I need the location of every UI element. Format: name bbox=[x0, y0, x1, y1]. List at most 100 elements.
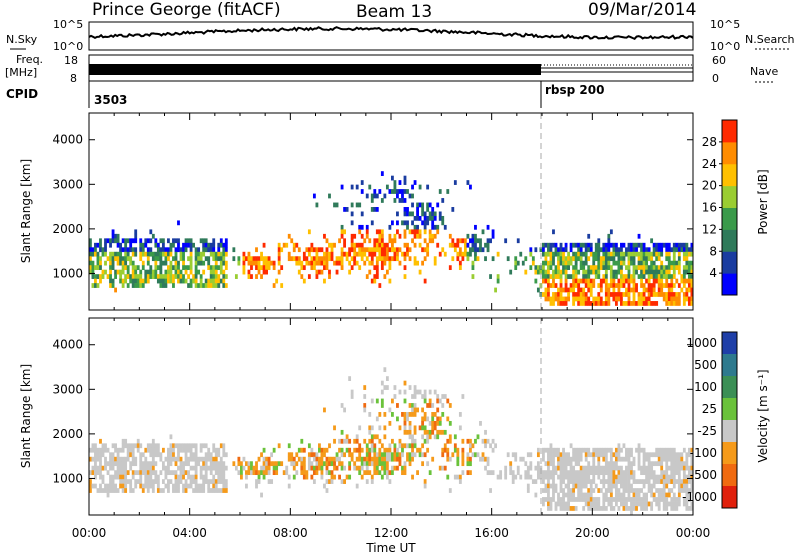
heatmap-cell bbox=[204, 238, 208, 244]
heatmap-cell bbox=[219, 443, 223, 449]
heatmap-cell bbox=[189, 465, 193, 471]
heatmap-cell bbox=[202, 251, 206, 257]
heatmap-cell bbox=[474, 238, 477, 244]
heatmap-cell bbox=[312, 479, 316, 484]
heatmap-cell bbox=[672, 265, 676, 271]
heatmap-cell bbox=[471, 242, 475, 248]
heatmap-cell bbox=[489, 274, 492, 279]
heatmap-cell bbox=[242, 456, 246, 462]
heatmap-cell bbox=[640, 301, 643, 306]
heatmap-cell bbox=[358, 242, 362, 248]
heatmap-cell bbox=[647, 461, 651, 467]
heatmap-cell bbox=[391, 238, 394, 244]
heatmap-cell bbox=[156, 274, 160, 279]
heatmap-cell bbox=[161, 242, 165, 248]
heatmap-cell bbox=[380, 251, 384, 257]
heatmap-cell bbox=[91, 265, 95, 271]
heatmap-cell bbox=[436, 394, 440, 399]
heatmap-cell bbox=[255, 274, 258, 279]
heatmap-cell bbox=[174, 461, 178, 467]
heatmap-cell bbox=[572, 242, 576, 248]
heatmap-cell bbox=[655, 497, 659, 502]
heatmap-cell bbox=[297, 260, 301, 266]
heatmap-cell bbox=[375, 398, 379, 404]
heatmap-cell bbox=[328, 443, 331, 449]
heatmap-cell bbox=[564, 274, 568, 279]
heatmap-cell bbox=[574, 447, 578, 453]
heatmap-cell bbox=[380, 465, 384, 471]
heatmap-cell bbox=[325, 465, 329, 471]
heatmap-cell bbox=[647, 274, 651, 279]
heatmap-cell bbox=[607, 474, 611, 480]
heatmap-cell bbox=[383, 465, 387, 471]
heatmap-cell bbox=[569, 274, 573, 279]
heatmap-cell bbox=[552, 274, 555, 279]
heatmap-cell bbox=[109, 269, 112, 275]
heatmap-cell bbox=[199, 465, 203, 471]
heatmap-cell bbox=[124, 260, 128, 266]
heatmap-cell bbox=[121, 269, 125, 275]
heatmap-cell bbox=[524, 470, 528, 476]
heatmap-cell bbox=[139, 461, 143, 467]
heatmap-cell bbox=[315, 461, 319, 467]
heatmap-cell bbox=[237, 470, 241, 476]
heatmap-cell bbox=[416, 260, 419, 266]
heatmap-cell bbox=[94, 465, 97, 471]
heatmap-cell bbox=[642, 247, 646, 253]
heatmap-cell bbox=[169, 461, 173, 467]
heatmap-cell bbox=[627, 287, 631, 293]
heatmap-cell bbox=[126, 274, 130, 279]
heatmap-cell bbox=[360, 180, 364, 185]
heatmap-cell bbox=[393, 251, 397, 257]
heatmap-cell bbox=[111, 483, 115, 489]
heatmap-cell bbox=[149, 465, 153, 471]
heatmap-cell bbox=[592, 465, 596, 471]
heatmap-cell bbox=[119, 269, 123, 275]
heatmap-cell bbox=[164, 256, 168, 262]
heatmap-cell bbox=[660, 287, 664, 293]
heatmap-cell bbox=[469, 443, 472, 449]
heatmap-cell bbox=[421, 425, 425, 431]
heatmap-cell bbox=[262, 256, 266, 262]
heatmap-cell bbox=[597, 274, 601, 279]
heatmap-cell bbox=[418, 425, 422, 431]
heatmap-cell bbox=[260, 452, 263, 458]
heatmap-cell bbox=[682, 483, 686, 489]
heatmap-cell bbox=[436, 229, 440, 235]
heatmap-cell bbox=[685, 287, 689, 293]
heatmap-cell bbox=[167, 456, 170, 462]
heatmap-cell bbox=[446, 447, 450, 453]
heatmap-cell bbox=[380, 474, 384, 480]
date-label: 09/Mar/2014 bbox=[588, 0, 696, 20]
heatmap-cell bbox=[685, 296, 689, 302]
heatmap-cell bbox=[134, 470, 138, 476]
heatmap-cell bbox=[667, 492, 671, 498]
heatmap-cell bbox=[446, 456, 450, 462]
heatmap-cell bbox=[401, 251, 404, 257]
heatmap-cell bbox=[139, 278, 143, 284]
heatmap-cell bbox=[219, 465, 223, 471]
heatmap-cell bbox=[547, 470, 550, 476]
heatmap-cell bbox=[607, 256, 611, 262]
heatmap-cell bbox=[647, 483, 651, 489]
heatmap-cell bbox=[589, 292, 593, 297]
heatmap-cell bbox=[604, 470, 608, 476]
heatmap-cell bbox=[295, 260, 299, 266]
heatmap-cell bbox=[655, 447, 659, 453]
heatmap-cell bbox=[333, 465, 336, 471]
heatmap-cell bbox=[428, 398, 432, 404]
heatmap-cell bbox=[116, 452, 120, 458]
heatmap-cell bbox=[119, 461, 123, 467]
heatmap-cell bbox=[94, 283, 97, 288]
heatmap-cell bbox=[156, 256, 160, 262]
heatmap-cell bbox=[637, 501, 641, 507]
heatmap-cell bbox=[655, 301, 659, 306]
heatmap-cell bbox=[315, 470, 319, 476]
heatmap-cell bbox=[388, 447, 392, 453]
heatmap-cell bbox=[675, 247, 679, 253]
colorbar-swatch bbox=[722, 251, 737, 274]
heatmap-cell bbox=[159, 278, 163, 284]
heatmap-cell bbox=[579, 278, 583, 284]
heatmap-cell bbox=[285, 242, 289, 248]
